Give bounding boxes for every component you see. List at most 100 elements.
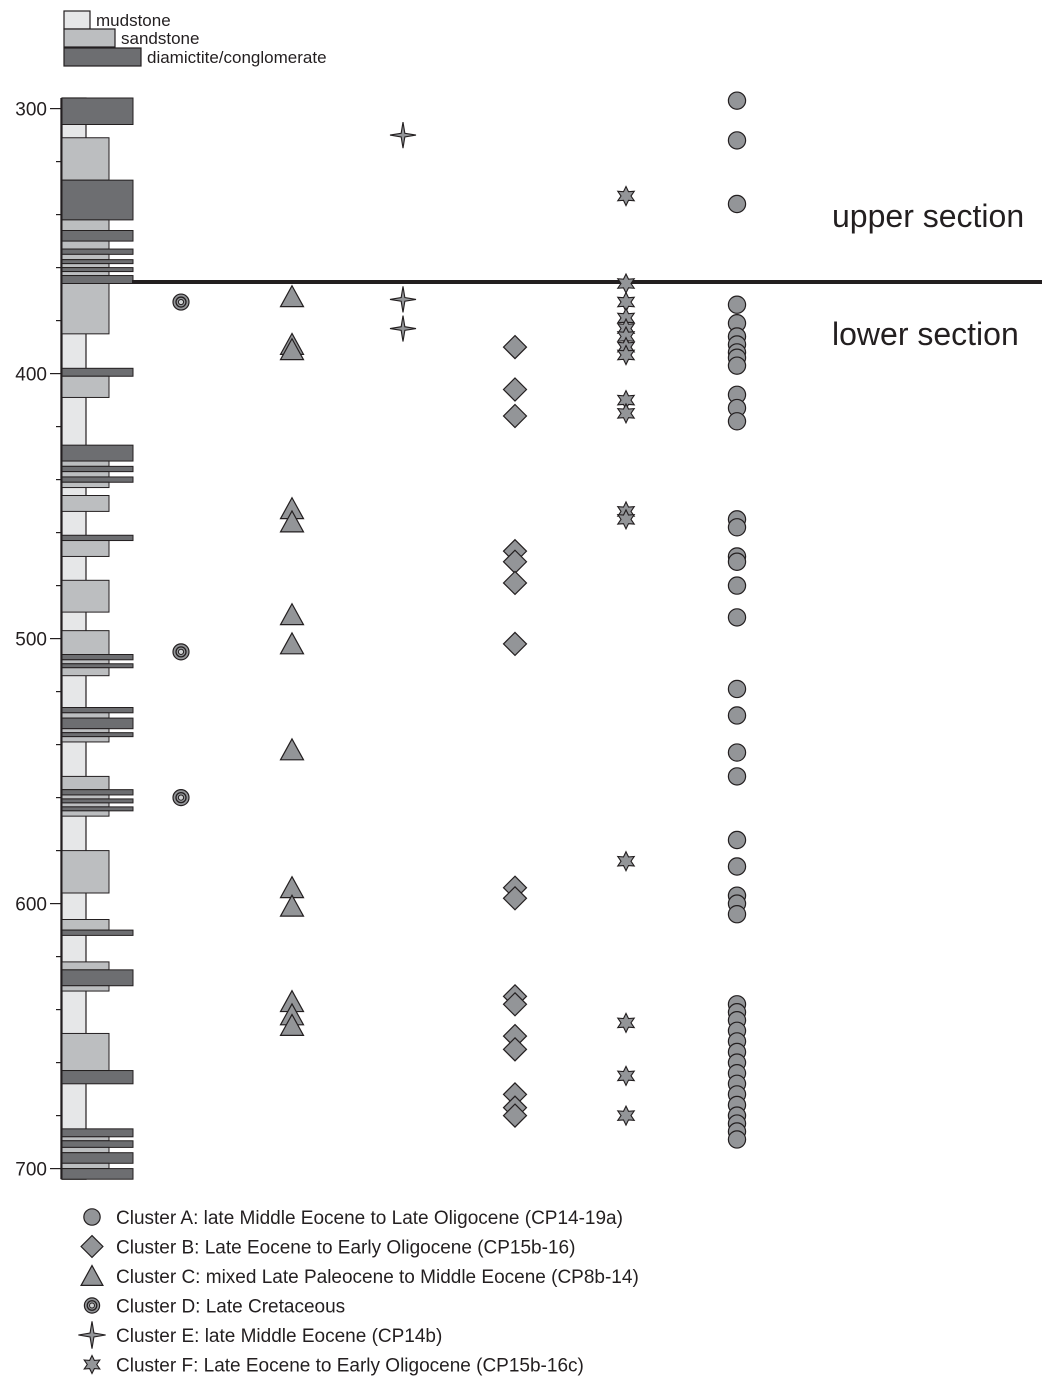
lithology-column xyxy=(61,97,134,1180)
marker-circle xyxy=(727,412,747,431)
marker-circle xyxy=(727,518,747,537)
marker-sparkle xyxy=(389,122,417,149)
tick-label: 400 xyxy=(15,365,47,386)
lithology-bed-sandstone xyxy=(61,375,110,398)
lithology-bed-sandstone xyxy=(61,137,110,181)
marker-triangle xyxy=(279,284,305,308)
upper-section-label: upper section xyxy=(832,198,1024,234)
lithology-bed-diamictite xyxy=(61,1128,134,1138)
marker-star xyxy=(616,185,636,207)
tick-label: 600 xyxy=(15,895,47,916)
lithology-bed-sandstone xyxy=(61,579,110,613)
marker-diamond xyxy=(502,377,528,402)
lithology-bed-diamictite xyxy=(61,1070,134,1085)
marker-diamond xyxy=(502,1037,528,1062)
marker-star xyxy=(616,1012,636,1034)
lithology-bed-diamictite xyxy=(61,654,134,661)
lithology-bed-sandstone xyxy=(61,1162,110,1170)
marker-triangle xyxy=(279,631,305,655)
lithology-bed-sandstone xyxy=(61,240,110,250)
lithology-bed-diamictite xyxy=(61,707,134,714)
marker-circle xyxy=(727,1130,747,1149)
lithology-bed-sandstone xyxy=(61,540,110,557)
lithology-bed-sandstone xyxy=(61,919,110,931)
marker-diamond xyxy=(502,403,528,429)
lithology-swatch-mudstone xyxy=(63,10,91,30)
legend-label-star: Cluster F: Late Eocene to Early Oligocen… xyxy=(116,1356,584,1377)
lithology-bed-sandstone xyxy=(61,271,110,277)
marker-diamond xyxy=(502,570,528,596)
lithology-bed-diamictite xyxy=(61,732,134,738)
marker-sparkle xyxy=(389,315,417,342)
marker-target xyxy=(172,788,190,807)
marker-target xyxy=(172,643,190,661)
lithology-bed-diamictite xyxy=(61,275,134,284)
lithology-bed-diamictite xyxy=(61,476,134,483)
marker-circle xyxy=(727,91,747,110)
marker-circle xyxy=(727,194,747,214)
marker-triangle xyxy=(279,509,305,533)
lithology-label-mudstone: mudstone xyxy=(96,11,171,30)
lithology-bed-sandstone xyxy=(61,712,110,719)
legend-marker-target xyxy=(83,1297,101,1314)
legend-label-sparkle: Cluster E: late Middle Eocene (CP14b) xyxy=(116,1326,442,1347)
lithology-bed-sandstone xyxy=(61,802,110,808)
marker-circle xyxy=(727,576,747,595)
data-markers xyxy=(172,91,747,1149)
lithology-bed-sandstone xyxy=(61,794,110,800)
cluster-legend: Cluster A: late Middle Eocene to Late Ol… xyxy=(78,1208,639,1377)
legend-marker-circle xyxy=(83,1208,101,1226)
lithology-bed-diamictite xyxy=(61,717,134,730)
lithology-bed-sandstone xyxy=(61,736,110,743)
marker-star xyxy=(616,1065,636,1087)
lithology-bed-sandstone xyxy=(61,263,110,269)
marker-circle xyxy=(727,830,747,850)
lithology-bed-sandstone xyxy=(61,775,110,791)
marker-triangle xyxy=(279,737,305,761)
marker-diamond xyxy=(502,334,528,360)
marker-diamond xyxy=(502,1103,528,1128)
lithology-bed-diamictite xyxy=(61,1152,134,1164)
legend-label-circle: Cluster A: late Middle Eocene to Late Ol… xyxy=(116,1208,623,1229)
legend-label-diamond: Cluster B: Late Eocene to Early Oligocen… xyxy=(116,1238,575,1259)
lithology-bed-sandstone xyxy=(61,1136,110,1142)
lower-section-label: lower section xyxy=(832,316,1019,352)
lithology-bed-diamictite xyxy=(61,97,134,125)
lithology-bed-sandstone xyxy=(61,985,110,992)
lithology-bed-diamictite xyxy=(61,798,134,804)
marker-star xyxy=(616,402,636,425)
lithology-bed-diamictite xyxy=(61,465,134,473)
marker-triangle xyxy=(279,337,305,361)
lithology-label-sandstone: sandstone xyxy=(121,29,199,48)
marker-diamond xyxy=(502,631,528,657)
lithology-bed-sandstone xyxy=(61,961,110,971)
lithology-bed-sandstone xyxy=(61,495,110,512)
marker-star xyxy=(616,1104,636,1127)
depth-axis: 300 400 500 600 700 xyxy=(15,98,62,1181)
tick-label: 700 xyxy=(15,1160,47,1181)
tick-label: 300 xyxy=(15,100,47,121)
lithology-bed-sandstone xyxy=(61,1146,110,1154)
section-boundary: upper section lower section xyxy=(132,198,1042,352)
marker-triangle xyxy=(279,894,305,917)
marker-triangle xyxy=(279,1013,305,1036)
lithology-bed-sandstone xyxy=(61,481,110,489)
marker-sparkle xyxy=(389,286,417,313)
marker-circle xyxy=(727,679,747,699)
marker-circle xyxy=(727,743,747,762)
lithology-bed-diamictite xyxy=(61,789,134,796)
lithology-bed-diamictite xyxy=(61,969,134,987)
marker-circle xyxy=(727,295,747,314)
lithology-bed-diamictite xyxy=(61,534,134,542)
legend-marker-diamond xyxy=(80,1234,104,1259)
lithology-label-diamictite: diamictite/conglomerate xyxy=(147,48,327,67)
legend-label-target: Cluster D: Late Cretaceous xyxy=(116,1297,345,1318)
lithology-bed-sandstone xyxy=(61,471,110,478)
lithology-bed-diamictite xyxy=(61,267,134,273)
marker-target xyxy=(172,293,190,311)
lithology-bed-diamictite xyxy=(61,1140,134,1148)
lithology-bed-sandstone xyxy=(61,659,110,665)
lithology-bed-sandstone xyxy=(61,253,110,261)
